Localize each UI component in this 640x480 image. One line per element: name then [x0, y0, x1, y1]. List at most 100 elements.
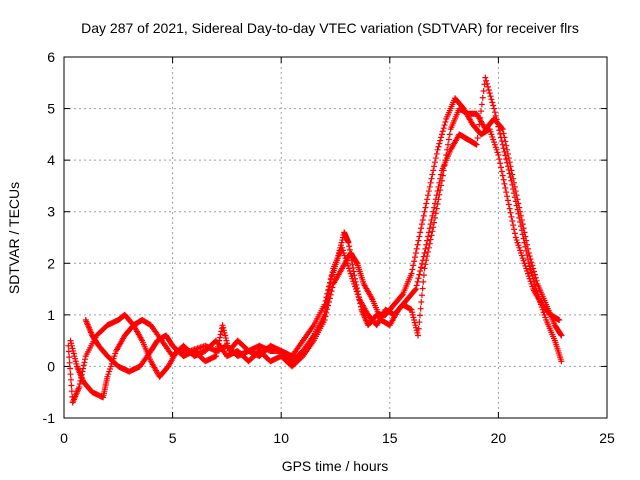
- y-tick-label: 0: [47, 358, 55, 374]
- data-point: [443, 151, 450, 158]
- data-point: [518, 216, 525, 223]
- data-point: [420, 272, 427, 279]
- data-point: [427, 236, 434, 243]
- data-point: [504, 193, 511, 200]
- data-point: [422, 204, 429, 211]
- data-point: [420, 278, 427, 285]
- data-point: [416, 233, 423, 240]
- data-point: [522, 233, 529, 240]
- data-point: [417, 305, 424, 312]
- data-point: [479, 94, 486, 101]
- data-point: [434, 146, 441, 153]
- data-point: [424, 196, 431, 203]
- data-point: [526, 253, 533, 260]
- data-point: [491, 109, 498, 116]
- data-point: [511, 179, 518, 186]
- data-point: [419, 216, 426, 223]
- x-tick-label: 0: [60, 430, 68, 446]
- data-point: [511, 230, 518, 237]
- data-point: [503, 156, 510, 163]
- data-point: [351, 272, 358, 279]
- data-point: [516, 204, 523, 211]
- data-point: [515, 200, 522, 207]
- data-point: [488, 96, 495, 103]
- data-point: [418, 298, 425, 305]
- data-point: [415, 332, 422, 339]
- data-point: [496, 156, 503, 163]
- data-point: [325, 302, 332, 309]
- data-point: [502, 184, 509, 191]
- data-point: [438, 177, 445, 184]
- x-tick-label: 25: [599, 430, 615, 446]
- data-point: [425, 188, 432, 195]
- data-point: [324, 290, 331, 297]
- data-point: [66, 359, 73, 366]
- data-point: [529, 272, 536, 279]
- data-point: [502, 138, 509, 145]
- data-point: [431, 204, 438, 211]
- data-point: [428, 175, 435, 182]
- data-point: [533, 288, 540, 295]
- data-point: [323, 309, 330, 316]
- data-point: [328, 288, 335, 295]
- data-point: [325, 287, 332, 294]
- data-point: [530, 265, 537, 272]
- data-point: [409, 266, 416, 273]
- data-point: [421, 265, 428, 272]
- data-point: [325, 298, 332, 305]
- data-point: [495, 151, 502, 158]
- data-point: [214, 343, 221, 350]
- data-point: [500, 176, 507, 183]
- data-point: [423, 200, 430, 207]
- data-point: [412, 286, 419, 293]
- data-point: [426, 183, 433, 190]
- data-point: [507, 209, 514, 216]
- y-tick-label: 5: [47, 101, 55, 117]
- data-point: [498, 164, 505, 171]
- data-point: [491, 105, 498, 112]
- data-point: [489, 99, 496, 106]
- data-point: [418, 221, 425, 228]
- data-point: [474, 134, 481, 141]
- data-point: [408, 270, 415, 277]
- data-point: [503, 142, 510, 149]
- x-tick-label: 5: [169, 430, 177, 446]
- data-point: [444, 146, 451, 153]
- data-point: [430, 224, 437, 231]
- data-point: [520, 225, 527, 232]
- data-point: [321, 301, 328, 308]
- data-point: [422, 261, 429, 268]
- data-point: [512, 188, 519, 195]
- data-point: [76, 384, 83, 391]
- data-point: [329, 284, 336, 291]
- data-point: [427, 179, 434, 186]
- x-tick-labels: 0 5 10 15 20 25: [60, 430, 615, 446]
- data-point: [508, 213, 515, 220]
- data-point: [419, 285, 426, 292]
- data-point: [440, 125, 447, 132]
- data-point: [531, 271, 538, 278]
- data-point: [427, 221, 434, 228]
- data-point: [416, 312, 423, 319]
- data-point: [433, 205, 440, 212]
- data-point: [507, 163, 514, 170]
- data-point: [328, 272, 335, 279]
- data-point: [326, 279, 333, 286]
- data-point: [445, 141, 452, 148]
- data-point: [525, 260, 532, 267]
- data-point: [501, 134, 508, 141]
- data-point: [442, 118, 449, 125]
- data-point: [509, 171, 516, 178]
- data-point: [533, 277, 540, 284]
- data-point: [435, 143, 442, 150]
- data-point: [499, 126, 506, 133]
- data-point: [475, 128, 482, 135]
- data-point: [499, 172, 506, 179]
- data-points: [65, 74, 565, 406]
- data-point: [415, 237, 422, 244]
- data-point: [346, 243, 353, 250]
- data-point: [422, 245, 429, 252]
- data-point: [508, 167, 515, 174]
- y-tick-label: 4: [47, 152, 55, 168]
- data-point: [432, 210, 439, 217]
